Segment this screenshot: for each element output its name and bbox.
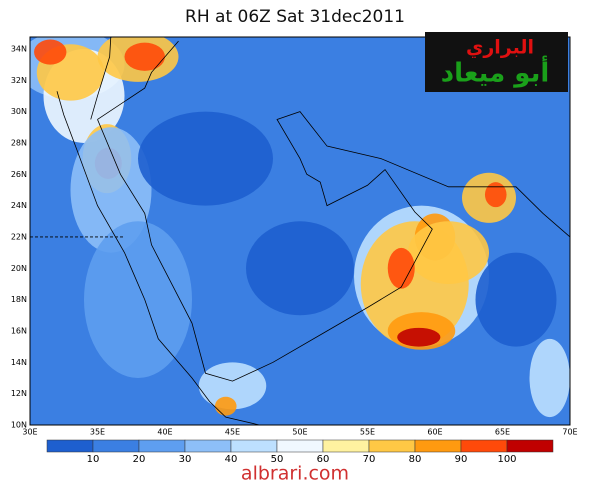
rh-patch xyxy=(84,221,192,378)
colorbar-box xyxy=(506,439,554,453)
colorbar-label: 10 xyxy=(87,454,100,465)
colorbar-box xyxy=(322,439,370,453)
lat-label: 14N xyxy=(11,358,27,367)
colorbar-label: 30 xyxy=(179,454,192,465)
lon-label: 35E xyxy=(90,428,105,437)
colorbar-label: 20 xyxy=(133,454,146,465)
lon-label: 55E xyxy=(360,428,375,437)
lat-label: 10N xyxy=(11,420,27,429)
rh-patch xyxy=(70,127,152,253)
rh-patch xyxy=(484,182,507,208)
rh-patch xyxy=(246,221,354,316)
lon-label: 60E xyxy=(427,428,442,437)
logo-line1: البراري xyxy=(466,37,534,60)
rh-patch xyxy=(198,362,267,410)
colorbar-label: 100 xyxy=(497,454,516,465)
logo: البراري أبو ميعاد xyxy=(425,32,568,92)
colorbar-box xyxy=(138,439,186,453)
lat-label: 24N xyxy=(11,201,27,210)
map-frame xyxy=(29,36,571,426)
rh-patch xyxy=(397,327,441,347)
rh-patch xyxy=(475,252,557,347)
lon-label: 30E xyxy=(22,428,37,437)
lat-label: 26N xyxy=(11,170,27,179)
lat-label: 28N xyxy=(11,138,27,147)
coastline xyxy=(97,111,570,382)
lon-label: 50E xyxy=(292,428,307,437)
lon-label: 70E xyxy=(562,428,577,437)
footer: albrari.com xyxy=(241,463,349,485)
colorbar-box xyxy=(92,439,140,453)
rh-patch xyxy=(214,396,237,416)
colorbar-box xyxy=(184,439,232,453)
rh-patch xyxy=(529,338,570,418)
title: RH at 06Z Sat 31dec2011 xyxy=(185,7,405,27)
colorbar-label: 50 xyxy=(271,454,284,465)
colorbar-label: 80 xyxy=(409,454,422,465)
lat-label: 30N xyxy=(11,107,27,116)
colorbar-box xyxy=(276,439,324,453)
rh-patch xyxy=(387,247,415,289)
coastline xyxy=(97,40,179,120)
colorbar-box xyxy=(460,439,508,453)
lat-label: 16N xyxy=(11,326,27,335)
colorbar-label: 90 xyxy=(455,454,468,465)
map xyxy=(30,37,570,425)
coastline xyxy=(90,37,112,120)
lon-label: 45E xyxy=(225,428,240,437)
lat-label: 18N xyxy=(11,295,27,304)
logo-box xyxy=(425,32,568,92)
rh-patch xyxy=(138,111,273,206)
logo-line2: أبو ميعاد xyxy=(441,56,550,89)
lon-label: 65E xyxy=(495,428,510,437)
colorbar-box xyxy=(230,439,278,453)
lon-label: 40E xyxy=(157,428,172,437)
colorbar-label: 70 xyxy=(363,454,376,465)
coastline xyxy=(56,91,260,425)
colorbar-box xyxy=(414,439,462,453)
colorbar-box xyxy=(368,439,416,453)
lat-label: 22N xyxy=(11,232,27,241)
rh-patch xyxy=(124,42,165,71)
colorbar-box xyxy=(46,439,94,453)
colorbar-label: 40 xyxy=(225,454,238,465)
lat-label: 32N xyxy=(11,76,27,85)
rh-patch xyxy=(34,39,67,65)
colorbar-label: 60 xyxy=(317,454,330,465)
lat-label: 20N xyxy=(11,264,27,273)
lat-label: 12N xyxy=(11,389,27,398)
lat-label: 34N xyxy=(11,45,27,54)
